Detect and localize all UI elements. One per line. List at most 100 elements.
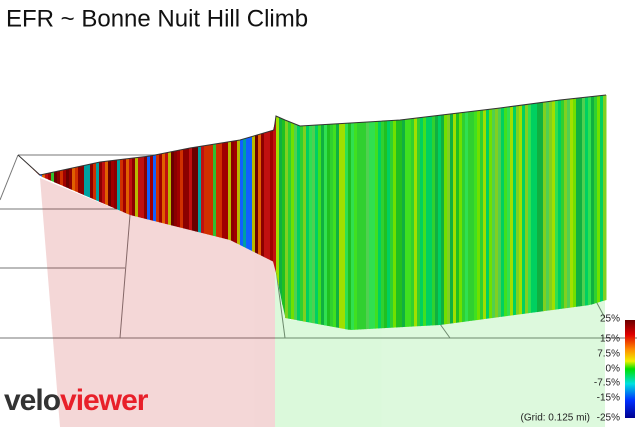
ribbon-stripe [522,104,526,315]
ribbon-stripe [564,99,568,309]
ribbon-stripe [582,97,586,307]
ribbon-stripe [159,153,163,224]
ribbon-stripe [567,98,571,309]
legend-tick: -15% [597,393,620,404]
ribbon-stripe [414,117,418,327]
ribbon-stripe [162,152,166,224]
ribbon-stripe [345,123,349,330]
ribbon-stripe [186,148,190,230]
ribbon-stripe [276,116,280,290]
ribbon-stripe [177,149,181,228]
ribbon-stripe [390,120,394,328]
ribbon-stripe [219,142,223,239]
ribbon-stripe [195,146,199,233]
ribbon-stripe [282,118,286,319]
ribbon-stripe [498,107,502,318]
ribbon-stripe [300,125,304,322]
ribbon-stripe [312,125,316,324]
ribbon-stripe [534,103,538,313]
ribbon-stripe [369,121,373,329]
legend-tick: 25% [600,314,620,325]
ribbon-stripe [141,156,145,219]
ribbon-stripe [156,154,160,223]
ribbon-stripe [339,123,343,329]
ribbon-stripe [597,95,601,303]
ribbon-stripe [453,113,457,324]
ribbon-stripe [336,123,340,329]
ribbon-stripe [165,152,169,225]
ribbon-stripe [297,124,301,321]
ribbon-stripe [45,173,49,180]
ribbon-stripe [501,107,505,317]
ribbon-stripe [324,124,328,326]
ribbon-stripe [585,96,589,306]
ribbon-stripe [573,98,577,308]
ribbon-stripe [285,120,289,319]
color-bar [625,320,635,418]
ribbon-stripe [591,96,595,305]
ribbon-stripe [192,147,196,232]
ribbon-stripe [87,164,91,198]
ribbon-stripe [555,100,559,310]
ribbon-stripe [63,169,67,188]
ribbon-stripe [66,168,70,189]
ribbon-stripe [303,125,307,322]
ribbon-stripe [93,162,97,201]
ribbon-stripe [402,119,406,328]
ribbon-stripe [48,172,52,181]
ribbon-stripe [540,102,544,312]
ribbon-stripe [267,131,271,261]
ribbon-stripe [249,136,253,252]
ribbon-stripe [357,122,361,330]
ribbon-stripe [438,115,442,326]
ribbon-stripe [426,116,430,326]
ribbon-stripe [408,118,412,327]
ribbon-stripe [543,101,547,312]
ribbon-stripe [270,130,274,262]
ribbon-stripe [372,121,376,329]
ribbon-stripe [432,115,436,326]
ribbon-stripe [168,151,172,226]
ribbon-stripe [528,103,532,314]
reflection [40,178,605,427]
ribbon-stripe [132,157,136,217]
ribbon-stripe [480,109,484,320]
ribbon-stripe [393,120,397,328]
ribbon-stripe [447,113,451,325]
ribbon-stripe [129,158,133,216]
ribbon-stripe [144,156,148,220]
ribbon-stripe [213,143,217,237]
ribbon-stripe [54,171,58,184]
ribbon-stripe [537,102,541,313]
logo-part: velo [4,384,61,417]
ribbon-stripe [72,167,76,192]
ribbon-stripe [153,154,157,222]
ribbon-stripe [57,170,61,185]
ribbon-stripe [492,108,496,319]
ribbon-stripe [114,159,118,210]
ribbon-stripe [333,123,337,328]
ribbon-stripe [228,141,232,241]
elevation-ribbon [17,94,607,330]
ribbon-stripe [81,165,85,196]
ribbon-stripe [507,106,511,317]
ribbon-stripe [135,157,139,218]
legend-tick: 0% [606,364,621,375]
ribbon-stripe [216,143,220,238]
ribbon-stripe [108,160,112,207]
ribbon-stripe [525,104,529,314]
ribbon-stripe [258,133,262,256]
ribbon-stripe [471,111,475,321]
ribbon-stripe [531,103,535,313]
ribbon-stripe [309,125,313,324]
ribbon-stripe [510,106,514,316]
ribbon-stripe [225,141,229,240]
ribbon-stripe [279,117,283,306]
ribbon-stripe [231,140,235,243]
logo: veloviewer [4,384,149,417]
ribbon-stripe [321,124,325,326]
ribbon-stripe [465,111,469,322]
ribbon-stripe [558,99,562,310]
ribbon-stripe [459,112,463,323]
ribbon-stripe [201,145,205,234]
